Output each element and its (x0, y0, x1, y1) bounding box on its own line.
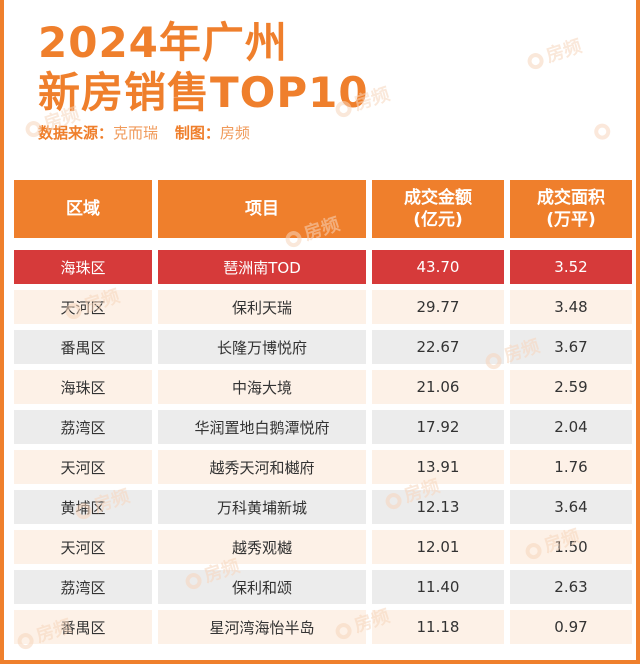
cell-region: 天河区 (14, 290, 152, 324)
cell-amount: 22.67 (372, 330, 504, 364)
cell-amount: 43.70 (372, 250, 504, 284)
table-row: 番禺区 星河湾海怡半岛 11.18 0.97 (14, 610, 632, 644)
table-row: 海珠区 中海大境 21.06 2.59 (14, 370, 632, 404)
table-row: 天河区 保利天瑞 29.77 3.48 (14, 290, 632, 324)
cell-area: 1.76 (510, 450, 632, 484)
cell-region: 海珠区 (14, 370, 152, 404)
title-line-1: 2024年广州 (38, 18, 288, 67)
page-title: 2024年广州 新房销售TOP10 (38, 18, 369, 118)
watermark-text: 房频 (543, 35, 585, 67)
made-label: 制图： (174, 124, 220, 142)
cell-amount: 11.40 (372, 570, 504, 604)
cell-region: 番禺区 (14, 610, 152, 644)
source-line: 数据来源：克而瑞 制图：房频 (38, 122, 262, 143)
header-area: 成交面积 (万平) (510, 180, 632, 238)
watermark-logo: 房频 (523, 32, 584, 74)
cell-region: 荔湾区 (14, 570, 152, 604)
sales-table: 区域 项目 成交金额 (亿元) 成交面积 (万平) 海珠区 琶洲南TOD 43.… (14, 180, 632, 650)
cell-amount: 12.13 (372, 490, 504, 524)
cell-project: 华润置地白鹅潭悦府 (158, 410, 366, 444)
cell-amount: 17.92 (372, 410, 504, 444)
cell-region: 荔湾区 (14, 410, 152, 444)
cell-area: 2.63 (510, 570, 632, 604)
cell-amount: 29.77 (372, 290, 504, 324)
table-header-row: 区域 项目 成交金额 (亿元) 成交面积 (万平) (14, 180, 632, 238)
watermark-ring-icon (525, 51, 546, 72)
table-row: 天河区 越秀观樾 12.01 1.50 (14, 530, 632, 564)
cell-project: 越秀天河和樾府 (158, 450, 366, 484)
cell-area: 3.67 (510, 330, 632, 364)
cell-area: 3.52 (510, 250, 632, 284)
cell-amount: 13.91 (372, 450, 504, 484)
cell-amount: 21.06 (372, 370, 504, 404)
table-row: 番禺区 长隆万博悦府 22.67 3.67 (14, 330, 632, 364)
header-project: 项目 (158, 180, 366, 238)
table-row: 黄埔区 万科黄埔新城 12.13 3.64 (14, 490, 632, 524)
cell-area: 2.04 (510, 410, 632, 444)
cell-project: 琶洲南TOD (158, 250, 366, 284)
cell-project: 长隆万博悦府 (158, 330, 366, 364)
cell-area: 0.97 (510, 610, 632, 644)
cell-area: 2.59 (510, 370, 632, 404)
made-value: 房频 (219, 124, 250, 142)
cell-project: 万科黄埔新城 (158, 490, 366, 524)
cell-area: 1.50 (510, 530, 632, 564)
cell-region: 海珠区 (14, 250, 152, 284)
cell-project: 越秀观樾 (158, 530, 366, 564)
watermark-ring-icon (592, 121, 613, 142)
cell-amount: 11.18 (372, 610, 504, 644)
cell-area: 3.64 (510, 490, 632, 524)
cell-area: 3.48 (510, 290, 632, 324)
cell-amount: 12.01 (372, 530, 504, 564)
cell-region: 天河区 (14, 530, 152, 564)
cell-project: 保利天瑞 (158, 290, 366, 324)
cell-region: 黄埔区 (14, 490, 152, 524)
table-row: 海珠区 琶洲南TOD 43.70 3.52 (14, 250, 632, 284)
cell-project: 星河湾海怡半岛 (158, 610, 366, 644)
cell-region: 番禺区 (14, 330, 152, 364)
header-region: 区域 (14, 180, 152, 238)
cell-region: 天河区 (14, 450, 152, 484)
table-row: 荔湾区 华润置地白鹅潭悦府 17.92 2.04 (14, 410, 632, 444)
watermark-logo (591, 117, 617, 143)
table-row: 荔湾区 保利和颂 11.40 2.63 (14, 570, 632, 604)
title-line-2: 新房销售TOP10 (38, 68, 369, 117)
table-row: 天河区 越秀天河和樾府 13.91 1.76 (14, 450, 632, 484)
header-amount: 成交金额 (亿元) (372, 180, 504, 238)
cell-project: 中海大境 (158, 370, 366, 404)
cell-project: 保利和颂 (158, 570, 366, 604)
source-value: 克而瑞 (113, 124, 159, 142)
source-label: 数据来源： (38, 124, 114, 142)
